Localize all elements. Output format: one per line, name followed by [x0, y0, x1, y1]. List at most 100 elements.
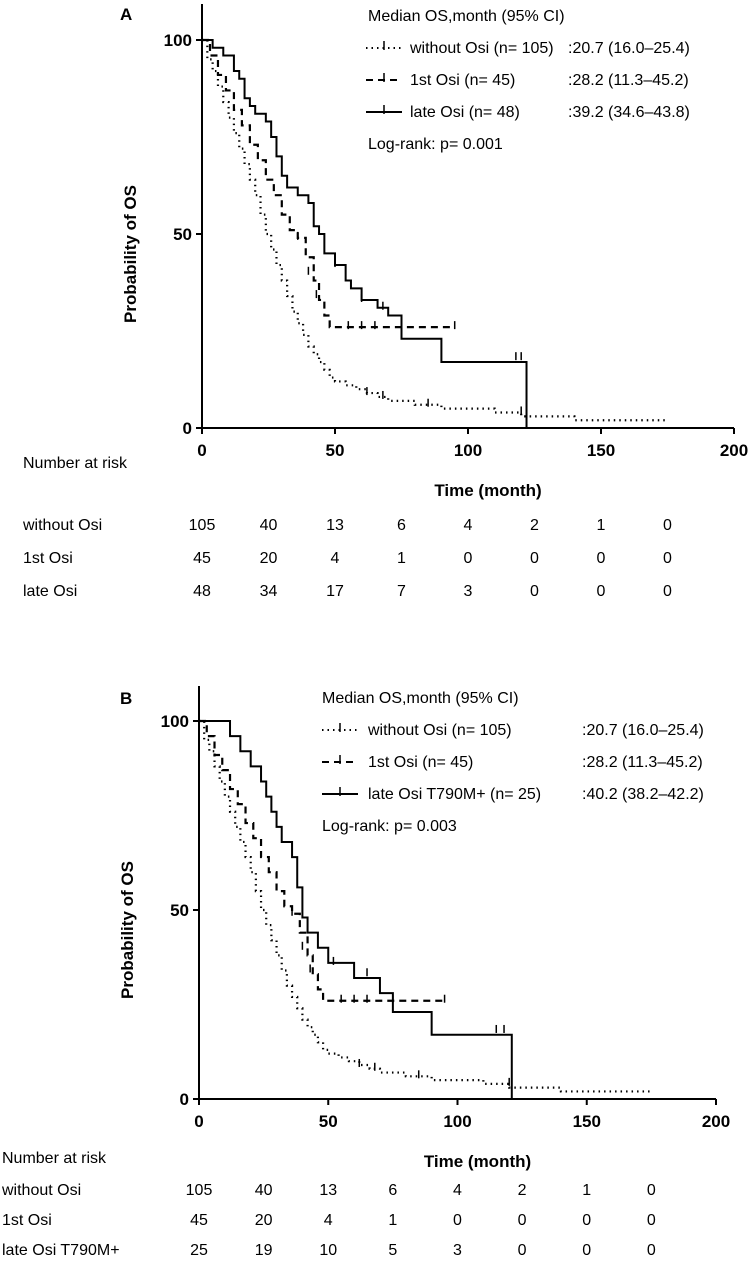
risk-value: 20 [255, 1212, 273, 1229]
legend-series-median: :28.2 (11.3–45.2) [568, 72, 689, 89]
risk-value: 105 [189, 517, 216, 534]
y-axis-title: Probability of OS [118, 861, 137, 999]
risk-value: 0 [663, 517, 672, 534]
risk-value: 48 [193, 583, 211, 600]
legend-series-name: 1st Osi (n= 45) [368, 754, 473, 771]
risk-value: 4 [464, 517, 473, 534]
risk-value: 0 [464, 550, 473, 567]
risk-value: 1 [388, 1212, 397, 1229]
x-tick-label: 100 [454, 441, 482, 460]
y-tick-label: 100 [161, 712, 189, 731]
risk-value: 0 [647, 1212, 656, 1229]
risk-value: 1 [582, 1182, 591, 1199]
log-rank-text: Log-rank: p= 0.003 [322, 818, 457, 835]
risk-value: 6 [388, 1182, 397, 1199]
risk-row-label: 1st Osi [23, 550, 73, 567]
legend-series-median: :28.2 (11.3–45.2) [582, 754, 703, 771]
legend-series-median: :20.7 (16.0–25.4) [582, 722, 704, 739]
risk-value: 0 [582, 1212, 591, 1229]
x-tick-label: 50 [326, 441, 345, 460]
risk-value: 6 [397, 517, 406, 534]
risk-value: 19 [255, 1242, 273, 1259]
x-axis-title: Time (month) [434, 481, 541, 500]
risk-value: 1 [597, 517, 606, 534]
legend-series-name: late Osi T790M+ (n= 25) [368, 786, 541, 803]
x-tick-label: 150 [573, 1112, 601, 1131]
risk-value: 105 [186, 1182, 213, 1199]
risk-value: 45 [193, 550, 211, 567]
risk-table-title: Number at risk [23, 455, 128, 472]
risk-value: 0 [663, 583, 672, 600]
km-curve-dotted [202, 38, 668, 422]
y-tick-label: 100 [164, 31, 192, 50]
risk-row-label: without Osi [22, 517, 102, 534]
risk-value: 45 [190, 1212, 208, 1229]
risk-table-title: Number at risk [2, 1150, 107, 1167]
risk-value: 4 [331, 550, 340, 567]
y-tick-label: 50 [173, 225, 192, 244]
x-tick-label: 50 [319, 1112, 338, 1131]
x-tick-label: 200 [702, 1112, 730, 1131]
risk-value: 25 [190, 1242, 208, 1259]
risk-value: 4 [324, 1212, 333, 1229]
legend-series-name: late Osi (n= 48) [410, 104, 520, 121]
km-curve-dashed [202, 38, 455, 329]
risk-value: 34 [260, 583, 278, 600]
risk-value: 0 [453, 1212, 462, 1229]
y-tick-label: 50 [170, 901, 189, 920]
risk-value: 2 [518, 1182, 527, 1199]
legend-title: Median OS,month (95% CI) [322, 690, 519, 707]
risk-value: 0 [647, 1242, 656, 1259]
risk-value: 0 [647, 1182, 656, 1199]
risk-row-label: late Osi T790M+ [2, 1242, 120, 1259]
y-axis-title: Probability of OS [121, 185, 140, 323]
risk-value: 3 [464, 583, 473, 600]
legend-series-median: :20.7 (16.0–25.4) [568, 40, 690, 57]
x-tick-label: 150 [587, 441, 615, 460]
x-axis-title: Time (month) [424, 1152, 531, 1171]
x-tick-label: 0 [197, 441, 206, 460]
km-curve-solid [202, 39, 528, 428]
legend-series-name: 1st Osi (n= 45) [410, 72, 515, 89]
risk-value: 4 [453, 1182, 462, 1199]
legend-title: Median OS,month (95% CI) [368, 8, 565, 25]
risk-value: 0 [530, 583, 539, 600]
log-rank-text: Log-rank: p= 0.001 [368, 136, 503, 153]
risk-value: 0 [530, 550, 539, 567]
legend-series-median: :39.2 (34.6–43.8) [568, 104, 690, 121]
y-tick-label: 0 [180, 1090, 189, 1109]
risk-value: 40 [260, 517, 278, 534]
x-tick-label: 100 [443, 1112, 471, 1131]
risk-value: 17 [326, 583, 344, 600]
risk-value: 13 [326, 517, 344, 534]
risk-value: 0 [597, 583, 606, 600]
risk-value: 20 [260, 550, 278, 567]
risk-value: 3 [453, 1242, 462, 1259]
risk-value: 13 [319, 1182, 337, 1199]
risk-row-label: late Osi [23, 583, 77, 600]
risk-value: 1 [397, 550, 406, 567]
x-tick-label: 0 [194, 1112, 203, 1131]
risk-value: 5 [388, 1242, 397, 1259]
risk-value: 0 [518, 1212, 527, 1229]
km-curve-dashed [199, 719, 445, 1002]
risk-value: 10 [319, 1242, 337, 1259]
legend-series-name: without Osi (n= 105) [367, 722, 512, 739]
panel-label: A [120, 5, 132, 24]
risk-value: 40 [255, 1182, 273, 1199]
panel-label: B [120, 689, 132, 708]
km-curve-solid [199, 720, 513, 1099]
risk-value: 0 [582, 1242, 591, 1259]
legend-series-median: :40.2 (38.2–42.2) [582, 786, 704, 803]
legend-series-name: without Osi (n= 105) [409, 40, 554, 57]
risk-value: 2 [530, 517, 539, 534]
risk-value: 7 [397, 583, 406, 600]
risk-value: 0 [663, 550, 672, 567]
risk-row-label: 1st Osi [2, 1212, 52, 1229]
risk-row-label: without Osi [1, 1182, 81, 1199]
risk-value: 0 [597, 550, 606, 567]
x-tick-label: 200 [720, 441, 748, 460]
